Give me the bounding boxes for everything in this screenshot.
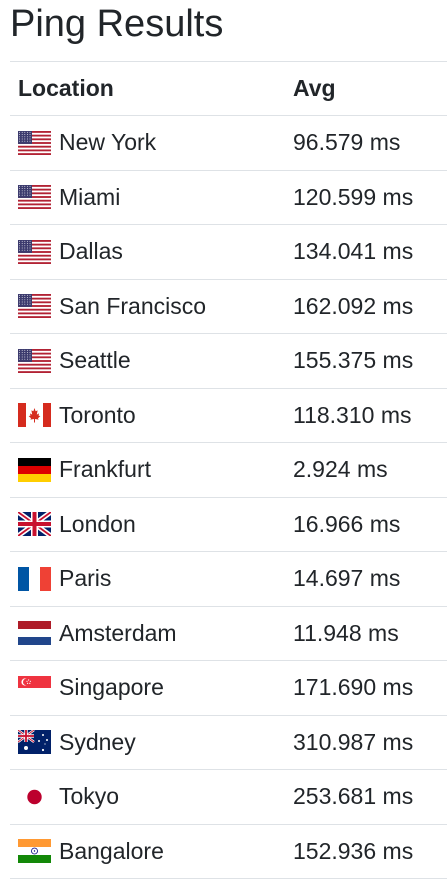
column-header-location: Location (18, 75, 114, 101)
table-row: Bangalore 152.936 ms (10, 825, 447, 879)
avg-ping-value: 171.690 ms (293, 674, 414, 701)
avg-ping-value: 134.041 ms (293, 238, 414, 265)
location-name: Frankfurt (59, 456, 152, 483)
location-cell: Paris (18, 552, 111, 606)
table-row: London 16.966 ms (10, 498, 447, 552)
us-flag-icon (18, 185, 51, 210)
canada-flag-icon (18, 403, 51, 428)
location-name: Seattle (59, 347, 131, 374)
avg-ping-value: 14.697 ms (293, 565, 401, 592)
table-row: Seattle 155.375 ms (10, 334, 447, 389)
location-cell: Miami (18, 171, 120, 225)
location-cell: Bangalore (18, 825, 164, 879)
column-header-avg: Avg (293, 75, 336, 101)
table-row: Tokyo 253.681 ms (10, 770, 447, 825)
location-cell: San Francisco (18, 280, 206, 334)
us-flag-icon (18, 348, 51, 373)
location-name: Bangalore (59, 837, 164, 864)
location-name: London (59, 510, 136, 537)
avg-ping-value: 120.599 ms (293, 183, 414, 210)
avg-ping-value: 2.924 ms (293, 456, 388, 483)
avg-ping-value: 16.966 ms (293, 510, 401, 537)
location-cell: Frankfurt (18, 443, 151, 497)
location-name: New York (59, 129, 157, 156)
avg-ping-value: 155.375 ms (293, 347, 414, 374)
location-name: Dallas (59, 238, 123, 265)
table-row: Miami 120.599 ms (10, 171, 447, 225)
location-cell: Tokyo (18, 770, 119, 824)
location-cell: Toronto (18, 389, 136, 443)
us-flag-icon (18, 239, 51, 264)
table-row: Toronto 118.310 ms (10, 389, 447, 443)
location-cell: Dallas (18, 225, 123, 279)
table-header-row: Location Avg (10, 62, 447, 116)
avg-ping-value: 11.948 ms (293, 619, 399, 646)
table-row: Sydney 310.987 ms (10, 716, 447, 770)
location-cell: Amsterdam (18, 607, 177, 661)
table-row: Dallas 134.041 ms (10, 225, 447, 280)
location-cell: Seattle (18, 334, 131, 388)
location-name: Tokyo (59, 783, 120, 810)
india-flag-icon (18, 839, 51, 864)
table-row: Paris 14.697 ms (10, 552, 447, 607)
avg-ping-value: 253.681 ms (293, 783, 414, 810)
avg-ping-value: 152.936 ms (293, 837, 414, 864)
table-row: San Francisco 162.092 ms (10, 280, 447, 334)
location-cell: Sydney (18, 716, 136, 770)
location-cell: Singapore (18, 661, 164, 715)
location-name: Toronto (59, 401, 136, 428)
uk-flag-icon (18, 512, 51, 537)
singapore-flag-icon (18, 675, 51, 700)
location-name: Singapore (59, 674, 164, 701)
location-name: Sydney (59, 728, 136, 755)
location-name: Miami (59, 183, 121, 210)
location-cell: London (18, 498, 136, 552)
table-row: Singapore 171.690 ms (10, 661, 447, 716)
germany-flag-icon (18, 457, 51, 482)
avg-ping-value: 310.987 ms (293, 728, 414, 755)
japan-flag-icon (18, 784, 51, 809)
netherlands-flag-icon (18, 621, 51, 646)
table-row: New York 96.579 ms (10, 116, 447, 171)
table-row: Frankfurt 2.924 ms (10, 443, 447, 498)
us-flag-icon (18, 130, 51, 155)
location-name: San Francisco (59, 292, 207, 319)
us-flag-icon (18, 294, 51, 319)
location-name: Amsterdam (59, 619, 177, 646)
ping-results-table: Location Avg New York 96.579 ms Miami 12… (10, 61, 447, 879)
avg-ping-value: 96.579 ms (293, 129, 401, 156)
avg-ping-value: 162.092 ms (293, 292, 414, 319)
table-row: Amsterdam 11.948 ms (10, 607, 447, 661)
location-name: Paris (59, 565, 112, 592)
page-title: Ping Results (10, 3, 224, 45)
france-flag-icon (18, 566, 51, 591)
avg-ping-value: 118.310 ms (293, 401, 412, 428)
location-cell: New York (18, 116, 156, 170)
australia-flag-icon (18, 730, 51, 755)
